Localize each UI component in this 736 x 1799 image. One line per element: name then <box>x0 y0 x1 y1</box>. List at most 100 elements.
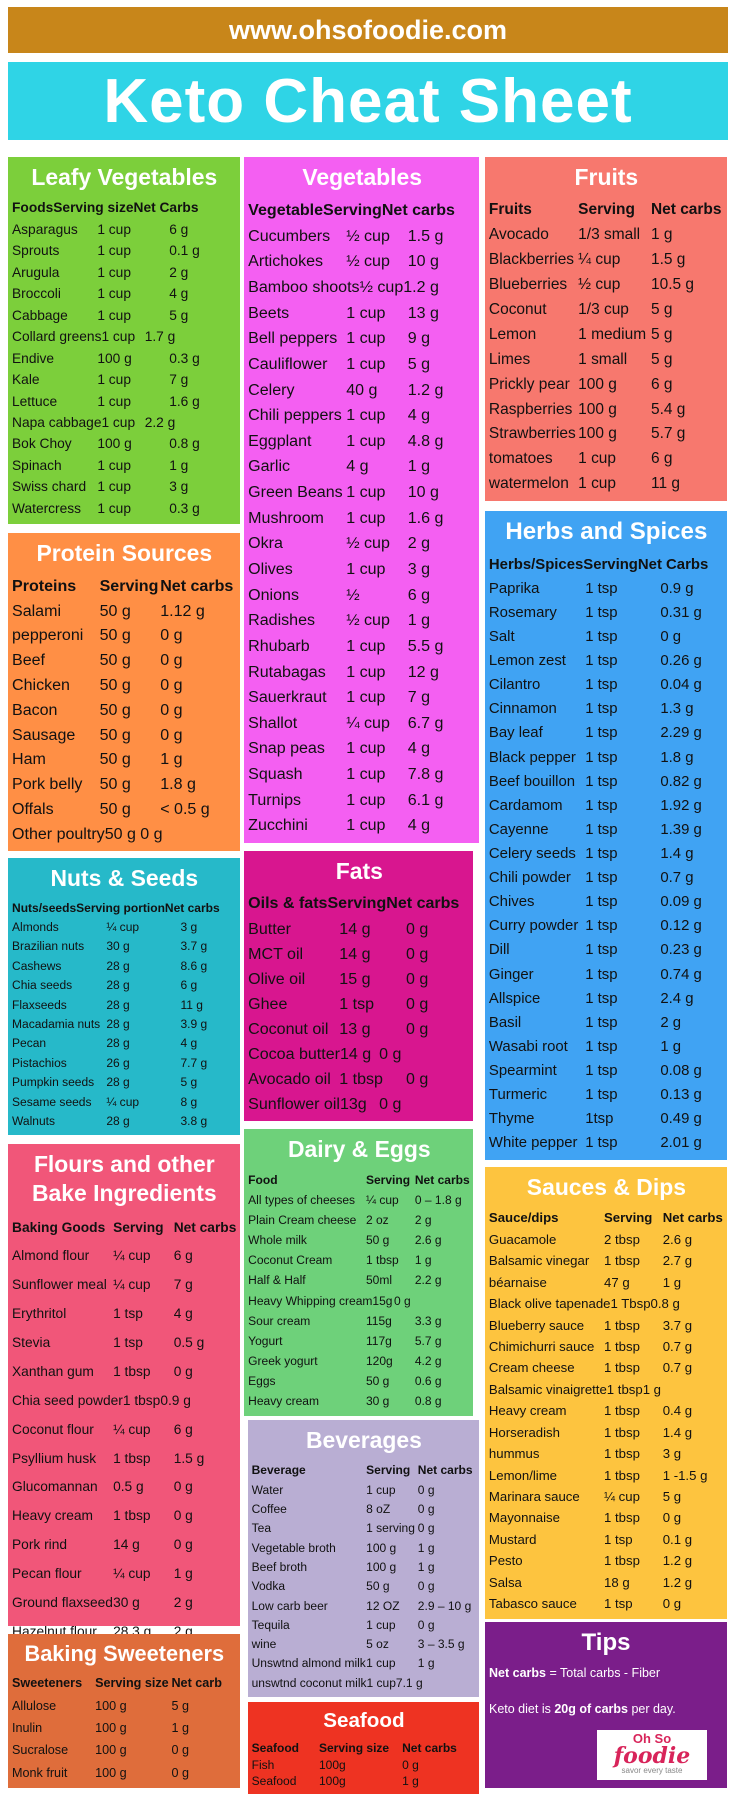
header-row: Foods Serving size Net Carbs <box>12 198 237 219</box>
net-carbs: 4 g <box>180 1036 198 1051</box>
table-row: Thyme 1tsp 0.49 g <box>489 1108 724 1132</box>
food-name: Collard greens <box>12 329 102 345</box>
food-name: Raspberries <box>488 400 573 418</box>
net-carbs: 3.3 g <box>414 1313 442 1328</box>
table-row: Curry powder 1 tsp 0.12 g <box>489 915 724 939</box>
food-name: Plain Cream cheese <box>248 1212 357 1227</box>
table-row: Sucralose 100 g 0 g <box>12 1740 237 1762</box>
table-row: Artichokes ½ cup 10 g <box>248 249 476 275</box>
table-row: Rhubarb 1 cup 5.5 g <box>248 634 476 660</box>
serving: 5 oz <box>366 1637 389 1652</box>
table-row: Chia seeds 28 g 6 g <box>12 976 237 995</box>
column-header: Net carbs <box>160 576 234 595</box>
net-carbs: 2.01 g <box>660 1135 702 1152</box>
serving: ½ <box>346 585 360 604</box>
serving: 1 tsp <box>585 1087 618 1104</box>
serving: 28 g <box>106 1113 130 1128</box>
tips-box: Tips Net carbs = Total carbs - Fiber Ket… <box>485 1622 727 1788</box>
net-carbs: 10 g <box>407 483 439 502</box>
net-carbs: 0 g <box>160 675 183 694</box>
column-header: Oils & fats <box>248 894 328 913</box>
tip-text: per day. <box>627 1702 676 1716</box>
table-row: Green Beans 1 cup 10 g <box>248 480 476 506</box>
header-row: Sauce/dips Serving Net carbs <box>489 1208 724 1229</box>
page-title: Keto Cheat Sheet <box>8 62 728 140</box>
food-name: Half & Half <box>248 1273 306 1288</box>
serving: 1 tsp <box>585 580 618 597</box>
food-name: Heavy cream <box>248 1394 319 1409</box>
food-name: Beef bouillon <box>488 773 576 790</box>
net-carbs: 9 g <box>407 329 431 348</box>
serving: 1 cup <box>578 450 617 468</box>
serving: 1 cup <box>101 415 136 430</box>
serving: 100 g <box>95 1721 127 1735</box>
serving: 1 tbsp <box>113 1450 151 1466</box>
serving: 50 g <box>99 775 131 794</box>
table-row: Stevia 1 tsp 0.5 g <box>12 1329 237 1358</box>
food-name: Greek yogurt <box>248 1354 318 1369</box>
table-row: Blueberries ½ cup 10.5 g <box>489 273 724 298</box>
food-name: Chives <box>488 894 535 911</box>
net-carbs: 6 g <box>173 1248 193 1264</box>
food-name: Yogurt <box>248 1333 283 1348</box>
net-carbs: 0 g <box>160 700 183 719</box>
food-name: Lemon <box>488 325 537 343</box>
serving: 1 cup <box>346 636 386 655</box>
food-name: Sesame seeds <box>12 1094 92 1109</box>
table-row: Onions ½ 6 g <box>248 582 476 608</box>
serving: 1 cup <box>578 475 617 493</box>
serving: 18 g <box>604 1574 630 1590</box>
table-row: Mushroom 1 cup 1.6 g <box>248 505 476 531</box>
serving: 1 cup <box>346 790 386 809</box>
table-row: Black olive tapenade 1 Tbsp 0.8 g <box>489 1293 724 1314</box>
serving: 100 g <box>97 350 132 366</box>
table-row: Turnips 1 cup 6.1 g <box>248 787 476 813</box>
table-row: Unswtnd almond milk 1 cup 1 g <box>252 1654 477 1673</box>
food-name: Cinnamon <box>488 701 557 718</box>
column-header: Serving <box>99 576 159 595</box>
table-row: Lemon zest 1 tsp 0.26 g <box>489 650 724 674</box>
net-carbs: 6 g <box>650 375 673 393</box>
net-carbs: 0.3 g <box>169 500 200 516</box>
net-carbs: 1.12 g <box>160 601 205 620</box>
serving: 1 tsp <box>585 966 618 983</box>
serving: 1 tbsp <box>604 1467 640 1483</box>
food-name: Bay leaf <box>488 725 543 742</box>
food-name: Sour cream <box>248 1313 311 1328</box>
food-name: Blackberries <box>488 250 575 268</box>
table-row: Coffee 8 oZ 0 g <box>252 1500 477 1519</box>
table-row: Balsamic vinaigrette 1 tbsp 1 g <box>489 1379 724 1400</box>
serving: ¼ cup <box>106 1094 140 1109</box>
food-name: Swiss chard <box>12 479 87 495</box>
net-carbs: 0.1 g <box>662 1531 693 1547</box>
section-title: Leafy Vegetables <box>31 164 218 191</box>
food-name: Allulose <box>12 1698 57 1713</box>
net-carbs: 0.26 g <box>660 653 702 670</box>
serving: 1 cup <box>346 431 386 450</box>
net-carbs: 3.7 g <box>662 1317 693 1333</box>
food-name: Watercress <box>12 500 82 516</box>
serving: ½ cup <box>346 611 390 630</box>
net-carbs: 0 g <box>393 1293 411 1308</box>
food-name: Coconut Cream <box>248 1253 333 1268</box>
table-row: Ground flaxseed 30 g 2 g <box>12 1589 237 1618</box>
serving: 30 g <box>113 1594 140 1610</box>
net-carbs: 0 g <box>660 628 682 645</box>
net-carbs: 2 g <box>173 1594 193 1610</box>
table-row: Beef 50 g 0 g <box>12 648 237 673</box>
food-name: Sunflower oil <box>248 1095 340 1114</box>
table-row: Beef broth 100 g 1 g <box>252 1558 477 1577</box>
serving: 1 cup <box>97 221 131 237</box>
section-table: Sweeteners Serving size Net carb Allulose 10… <box>12 1673 237 1785</box>
serving: 1 tsp <box>585 894 618 911</box>
serving: 1 cup <box>97 500 131 516</box>
serving: 1 tbsp <box>604 1510 640 1526</box>
net-carbs: 1.3 g <box>660 701 694 718</box>
net-carbs: 0.74 g <box>660 966 702 983</box>
net-carbs: 0 g <box>417 1482 435 1497</box>
section-box: Fruits Fruits Serving Net carbs Avocado 1/3 s… <box>484 157 727 501</box>
serving: 1 cup <box>346 688 386 707</box>
serving: 28 g <box>106 997 130 1012</box>
table-row: béarnaise 47 g 1 g <box>489 1272 724 1293</box>
food-name: Asparagus <box>12 221 78 237</box>
